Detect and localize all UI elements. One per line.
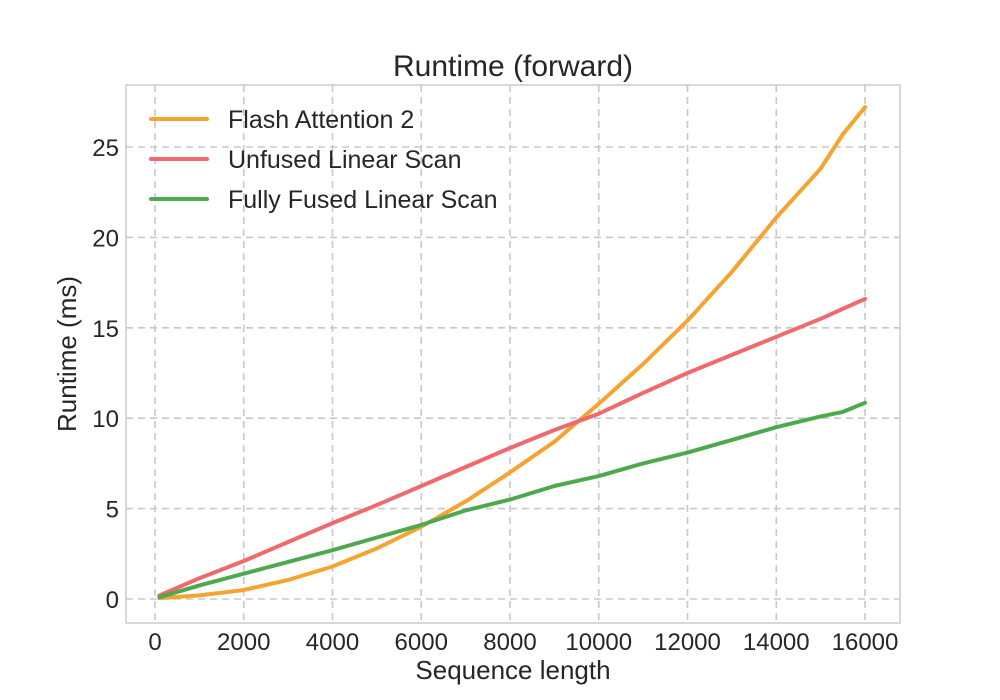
y-tick-label: 0 [106,587,119,614]
x-tick-label: 4000 [306,629,359,656]
x-tick-label: 6000 [395,629,448,656]
series-line-fully-fused-linear-scan [157,400,867,600]
series-lines [157,105,867,601]
y-axis-label: Runtime (ms) [52,276,82,432]
y-tick-label: 25 [92,135,119,162]
y-axis-ticks: 0 5 10 15 20 25 [92,135,119,614]
series-line-flash-attention-2 [157,105,867,601]
series-line-unfused-linear-scan [157,296,867,598]
x-axis-label: Sequence length [415,655,610,685]
x-tick-label: 14000 [743,629,810,656]
grid-lines [126,85,900,623]
y-tick-label: 5 [106,497,119,524]
x-tick-label: 0 [148,629,161,656]
x-tick-label: 16000 [832,629,899,656]
y-tick-label: 15 [92,316,119,343]
legend-label-unfused-linear-scan: Unfused Linear Scan [228,146,461,174]
x-axis-ticks: 0 2000 4000 6000 8000 10000 12000 14000 16000 [148,629,898,656]
x-tick-label: 12000 [654,629,721,656]
chart-title: Runtime (forward) [393,50,633,83]
legend-label-fully-fused-linear-scan: Fully Fused Linear Scan [228,186,498,214]
y-tick-label: 20 [92,225,119,252]
legend: Flash Attention 2 Unfused Linear Scan Fu… [149,106,498,214]
x-tick-label: 10000 [565,629,632,656]
x-tick-label: 2000 [217,629,270,656]
plot-area-frame [125,84,901,624]
x-tick-label: 8000 [483,629,536,656]
legend-label-flash-attention-2: Flash Attention 2 [228,106,414,134]
y-tick-label: 10 [92,406,119,433]
